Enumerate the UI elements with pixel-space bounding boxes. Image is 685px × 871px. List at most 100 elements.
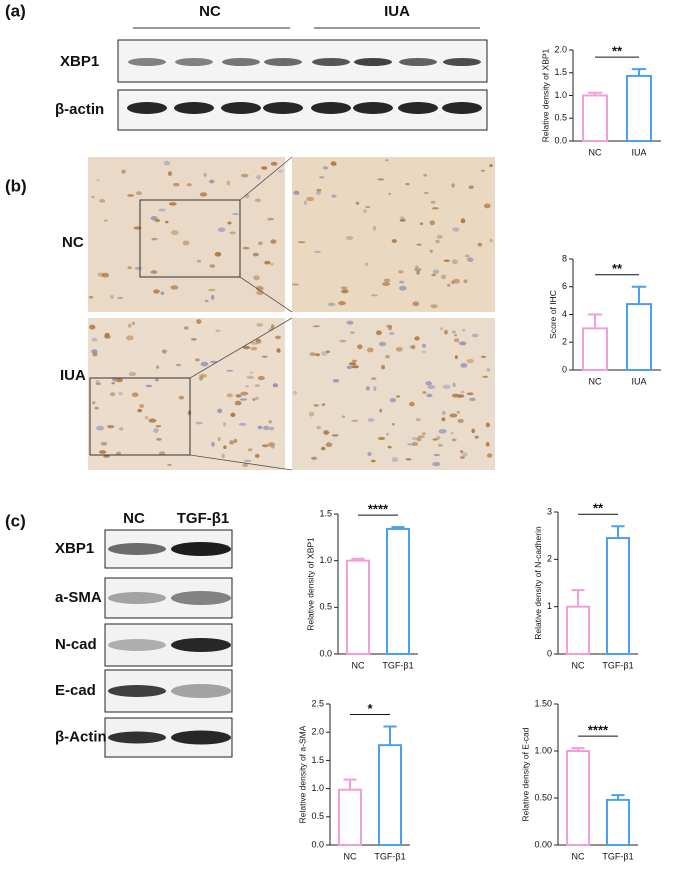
cell (424, 191, 429, 195)
cell (137, 408, 143, 413)
cell (247, 448, 253, 452)
band (171, 591, 231, 605)
cell (450, 432, 454, 435)
cell (489, 164, 493, 168)
cell (217, 227, 226, 232)
cell (438, 429, 447, 434)
cell (449, 413, 458, 418)
cell (254, 198, 262, 202)
cell (163, 160, 171, 166)
band (108, 731, 166, 744)
cell (148, 418, 157, 423)
cell (432, 438, 438, 441)
cell (209, 179, 215, 184)
cell (162, 350, 166, 354)
y-tick-label: 1.5 (554, 67, 567, 77)
cell (195, 421, 203, 425)
cell (367, 451, 372, 457)
cell (173, 182, 180, 187)
cell (367, 418, 375, 422)
cell (252, 398, 256, 401)
cell (223, 445, 227, 450)
cell (293, 390, 298, 395)
cell (196, 259, 202, 263)
significance-label: ** (612, 44, 623, 59)
cell (309, 352, 316, 356)
blot-bands: XBP1 a-SMA N-cad E-cad β-Actin (55, 529, 233, 758)
cell (255, 285, 264, 291)
bar (386, 527, 410, 656)
cell (385, 159, 389, 162)
cell (453, 338, 460, 343)
cell (480, 169, 485, 172)
band (108, 639, 166, 651)
cell (217, 408, 223, 414)
cell (312, 325, 321, 328)
cell (370, 294, 378, 297)
cell (203, 173, 207, 177)
significance-label: ** (593, 501, 604, 516)
cell (232, 213, 240, 215)
band (171, 542, 231, 556)
cell (430, 304, 438, 309)
cell (196, 319, 202, 324)
y-tick-label: 0.0 (554, 135, 567, 145)
cell (417, 435, 425, 439)
cell (151, 237, 158, 241)
y-tick-label: 8 (562, 253, 567, 263)
cell (357, 344, 363, 350)
x-tick-label: TGF-β1 (374, 851, 405, 861)
cell (388, 326, 392, 331)
y-axis-label: Relative density of XBP1 (541, 48, 551, 142)
cell (308, 411, 315, 417)
cell (487, 453, 493, 458)
cell (229, 440, 235, 445)
cell (377, 436, 386, 441)
y-tick-label: 0.00 (534, 839, 552, 849)
cell (259, 425, 263, 430)
row-label: N-cad (55, 636, 97, 653)
cell (460, 363, 468, 368)
cell (407, 443, 415, 446)
band (127, 102, 167, 114)
error-bar (611, 525, 625, 539)
cell (256, 322, 264, 327)
cell (447, 283, 451, 287)
error-bar (351, 557, 365, 561)
cell (242, 463, 249, 468)
cell (320, 446, 326, 451)
y-tick-label: 1.0 (319, 555, 332, 565)
cell (311, 456, 318, 460)
cell (165, 220, 169, 224)
cell (238, 422, 247, 426)
cell (443, 259, 450, 262)
cell (372, 225, 377, 231)
cell (341, 289, 349, 294)
y-tick-label: 2.0 (311, 727, 324, 737)
x-tick-label: NC (572, 851, 585, 861)
cell (414, 265, 419, 270)
y-tick-label: 2.5 (311, 698, 324, 708)
cell (209, 264, 216, 268)
bar (626, 74, 652, 142)
cell (452, 382, 456, 388)
zoom-box (139, 199, 241, 278)
cell (118, 391, 123, 396)
cell (367, 347, 374, 353)
cell (314, 250, 321, 253)
cell (451, 280, 455, 284)
cell (169, 202, 177, 206)
cell (316, 191, 321, 195)
cell (297, 241, 306, 244)
band (108, 592, 166, 604)
cell (451, 259, 458, 265)
cell (267, 217, 274, 221)
cell (483, 203, 491, 209)
cell (135, 191, 142, 196)
cell (414, 336, 420, 341)
cell (389, 398, 397, 403)
cell (154, 218, 161, 223)
error-bar (571, 747, 585, 751)
cell (208, 288, 216, 292)
